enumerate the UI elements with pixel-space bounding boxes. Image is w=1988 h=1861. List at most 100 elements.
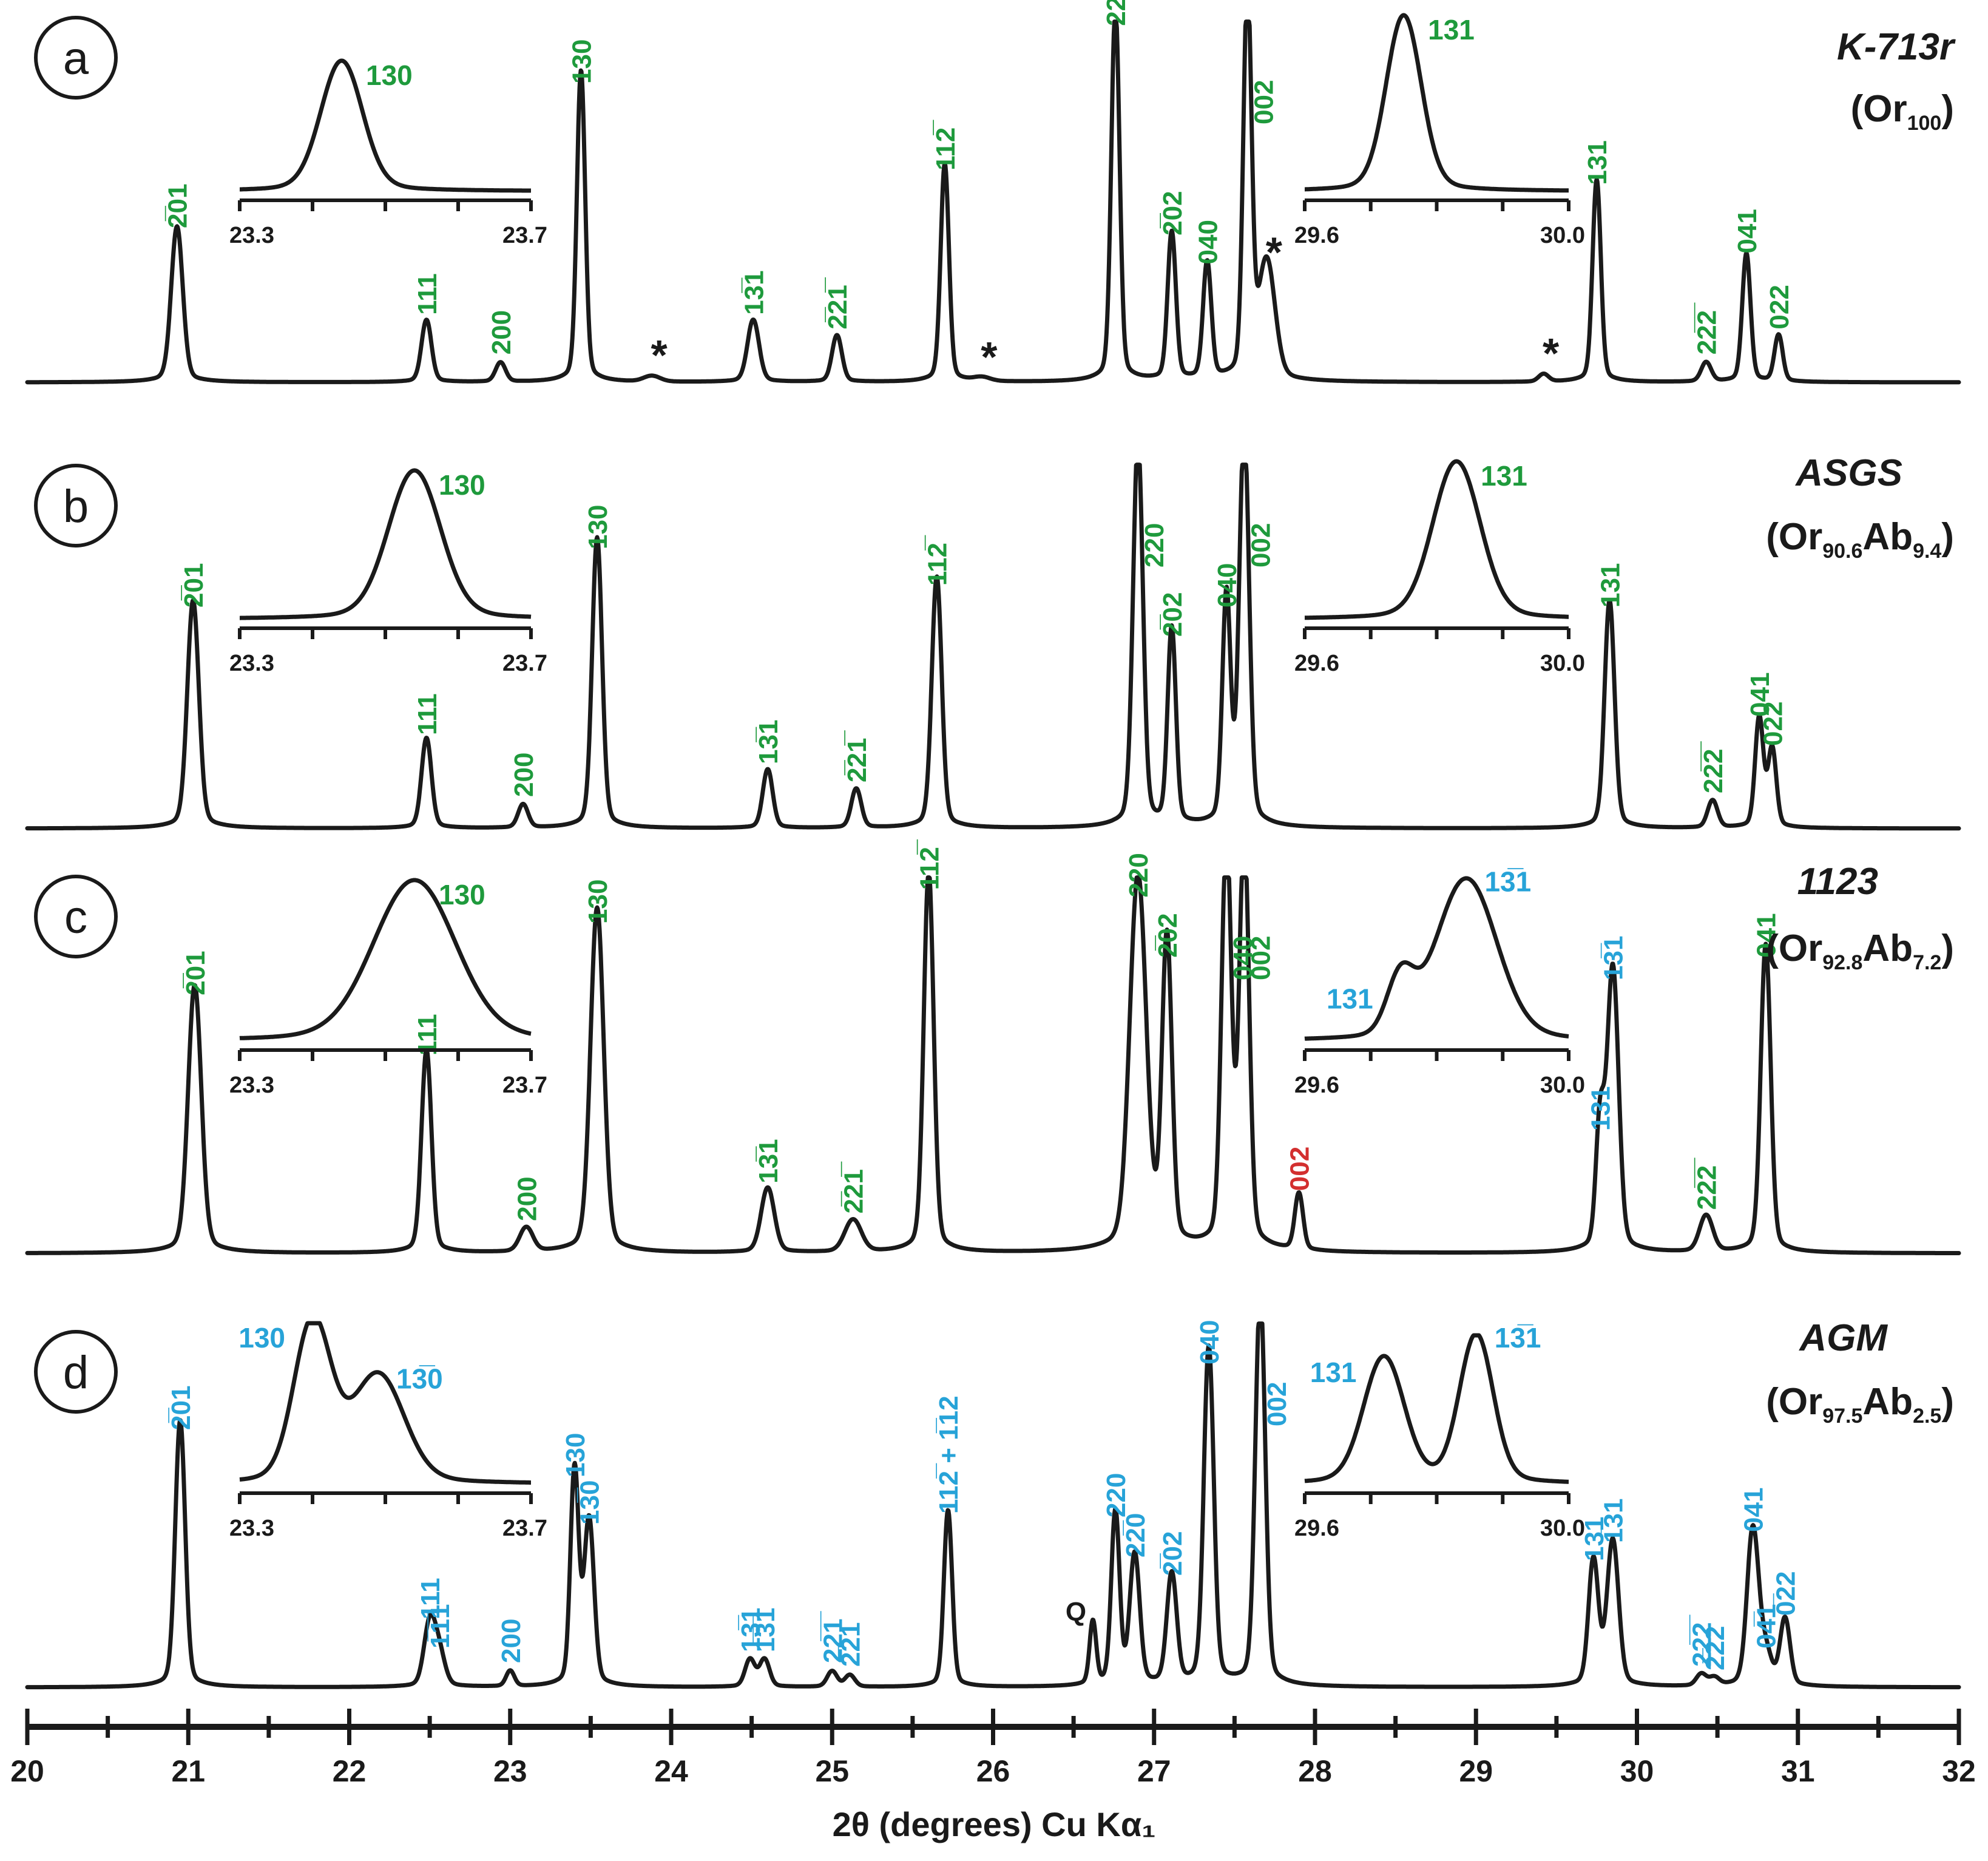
peak-label: 2̅21̅ [842,730,872,782]
composition-text: Ab [1862,516,1913,558]
peak-label: 13̅0 [575,1480,605,1525]
inset-tick-label: 23.3 [229,1073,274,1098]
composition-text: (Or [1766,927,1822,969]
x-tick-label: 29 [1459,1754,1493,1788]
peak-label: 022 [1758,702,1788,746]
peak-label: 2̅21̅ [823,277,853,329]
inset-tick-label: 23.7 [502,223,547,248]
peak-label: 22̅2̅ [1692,302,1722,354]
inset-trace [1303,459,1570,620]
inset-trace [238,468,533,620]
inset-right-a: 29.6 30.0 131 [1294,13,1585,248]
x-tick-label: 27 [1137,1754,1171,1788]
peak-label: 2̅02 [1158,191,1188,235]
diffraction-trace-c [25,875,1961,1255]
peak-label: 111 [416,1578,445,1619]
composition-subscript: 100 [1907,112,1942,135]
peak-label: 112̅ [915,839,944,890]
peak-label: 2̅02 [1158,1531,1188,1576]
inset-trace [1303,876,1570,1041]
inset-trace [1303,1333,1570,1484]
peak-label: 041 [1733,209,1762,253]
inset-tick-label: 30.0 [1540,1073,1585,1098]
composition-subscript: 9.4 [1913,540,1941,563]
peak-label: 2̅21 [836,1622,865,1667]
peak-label: 220 [1140,523,1169,568]
peak-label: 13̅1 [754,720,783,764]
composition-text: Ab [1862,927,1913,969]
peak-label: 13̅1 [739,270,769,314]
peak-label: 040 [1212,563,1242,608]
diffraction-trace-d [25,1321,1961,1690]
composition-subscript: 7.2 [1913,951,1941,974]
inset-left-d: 23.3 23.7 130 13̅0 [229,1321,547,1541]
composition-subscript: 97.5 [1822,1405,1862,1428]
inset-trace [1303,13,1570,193]
peak-label: 131 [1595,563,1625,608]
inset-trace [238,1321,533,1485]
peak-label: 13̅1 [754,1139,783,1183]
inset-peak-label: 13̅1 [1495,1322,1541,1354]
inset-right-d: 29.6 30.0 131 13̅1 [1294,1322,1585,1541]
panel-letter: d [63,1347,89,1398]
sample-composition: (Or92.8Ab7.2) [1766,927,1954,974]
inset-right-b: 29.6 30.0 131 [1294,459,1585,676]
inset-peak-label: 131 [1481,460,1527,492]
peak-label: 112̅ + 1̅12 [934,1395,964,1514]
inset-tick-label: 23.7 [502,651,547,676]
composition-subscript: 2.5 [1913,1405,1941,1428]
x-axis-label: 2θ (degrees) Cu Kα₁ [833,1805,1156,1843]
peak-label: 041 [1752,913,1782,957]
panel-badge-c [34,875,118,958]
peak-label: 2̅01 [163,184,193,228]
inset-peak-label: 131 [1310,1357,1357,1388]
artifact-marker: * [1266,229,1283,276]
inset-tick-label: 23.3 [229,223,274,248]
peak-label: 200 [512,1176,542,1221]
inset-peak-label: 130 [238,1322,285,1354]
quartz-marker: Q [1066,1597,1086,1627]
peak-label: 13̅1 [1599,936,1629,980]
peak-label: 0̅22 [1771,1571,1801,1616]
peak-label: 130 [583,880,613,924]
x-tick-label: 25 [815,1754,849,1788]
panel-badge-a [34,16,118,100]
peak-label: 002 [1246,523,1276,568]
panel-badge-b [34,464,118,547]
inset-peak-label: 131 [1428,14,1475,46]
diffraction-trace-b [25,463,1961,831]
inset-peak-label: 130 [439,879,485,910]
composition-text: Ab [1862,1381,1913,1423]
sample-name: AGM [1798,1317,1888,1359]
sample-composition: (Or100) [1851,88,1954,135]
peak-label: 2̅01 [179,563,209,608]
peak-label: 002 [1262,1382,1292,1426]
peak-label: 111 [413,693,442,735]
inset-trace [238,878,533,1040]
peak-label: 041 [1745,673,1775,717]
panel-letter: c [64,892,87,943]
peak-label: 112̅ [931,120,961,171]
sample-composition: (Or90.6Ab9.4) [1766,516,1954,563]
peak-label: 220 [1101,0,1131,26]
composition-text: ) [1941,927,1954,969]
inset-tick-label: 23.3 [229,651,274,676]
peak-label: 2̅22 [1700,1626,1730,1670]
peak-label: 130 [567,39,597,84]
inset-peak-label: 131 [1327,983,1373,1015]
x-tick-label: 26 [976,1754,1010,1788]
peak-label: 2̅01 [181,951,211,995]
inset-tick-label: 23.7 [502,1516,547,1541]
peak-label: 040 [1228,936,1258,980]
peak-label: 131 [1586,1086,1616,1131]
x-tick-label: 20 [10,1754,44,1788]
panel-letter: a [63,33,89,84]
peak-label: 22̅2̅ [1692,1158,1722,1210]
inset-tick-label: 23.7 [502,1073,547,1098]
artifact-marker: * [651,331,668,379]
peak-label: 2̅21̅ [839,1161,869,1213]
peak-label: 002 [1246,936,1276,980]
